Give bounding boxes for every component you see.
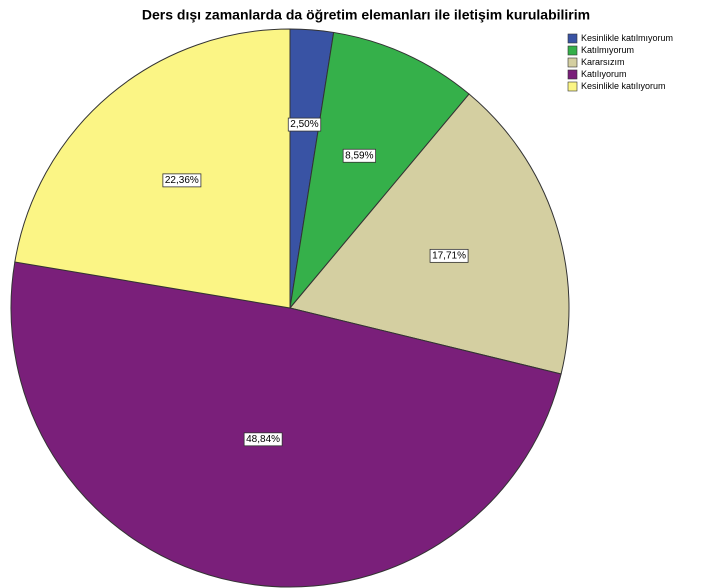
data-label-box (162, 173, 202, 188)
data-label: 17,71% (429, 248, 469, 263)
legend-label: Katılmıyorum (581, 45, 634, 55)
legend-label: Kesinlikle katılıyorum (581, 81, 666, 91)
pie-slice (289, 93, 570, 375)
data-label-text: 2,50% (290, 119, 318, 130)
chart-title: Ders dışı zamanlarda da öğretim elemanla… (142, 7, 590, 23)
data-label: 22,36% (162, 173, 202, 188)
data-label-text: 22,36% (165, 175, 199, 186)
data-label-box (243, 432, 283, 447)
data-label-box (287, 117, 322, 132)
pie-slice (289, 31, 470, 310)
legend-swatch (567, 45, 578, 56)
data-label: 48,84% (243, 432, 283, 447)
legend-label: Kararsızım (581, 57, 625, 67)
pie-slice (10, 261, 562, 588)
legend-swatch (567, 81, 578, 92)
legend-label: Kesinlikle katılmıyorum (581, 33, 673, 43)
data-label: 8,59% (342, 148, 377, 163)
data-label-box (429, 248, 469, 263)
legend-label: Katılıyorum (581, 69, 627, 79)
data-label-box (342, 148, 377, 163)
data-label: 2,50% (287, 117, 322, 132)
data-label-text: 17,71% (432, 250, 466, 261)
pie-slice (14, 28, 291, 309)
legend-swatch (567, 69, 578, 80)
data-label-text: 48,84% (246, 434, 280, 445)
data-label-text: 8,59% (345, 150, 373, 161)
legend-swatch (567, 33, 578, 44)
legend-swatch (567, 57, 578, 68)
